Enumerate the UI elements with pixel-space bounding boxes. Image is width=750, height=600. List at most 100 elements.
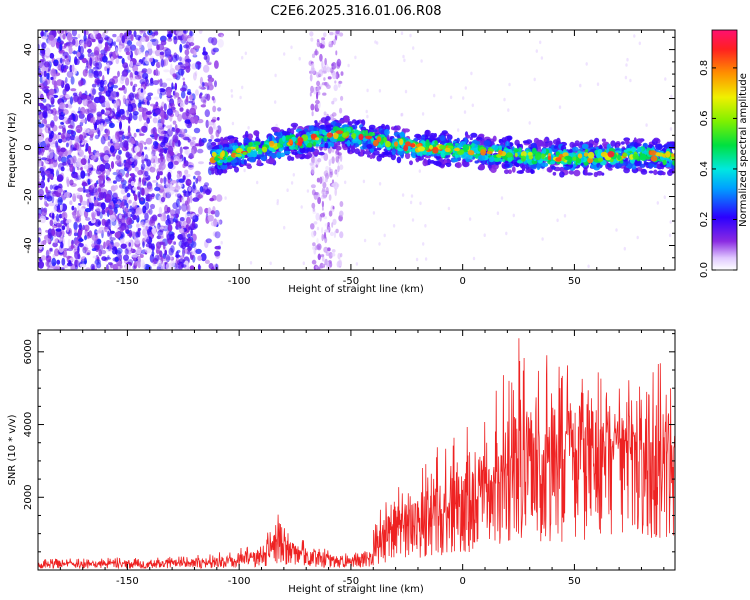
heatmap-dot <box>139 254 144 258</box>
heatmap-dot <box>44 61 50 68</box>
heatmap-dot <box>179 237 186 243</box>
heatmap-dot <box>340 71 344 76</box>
heatmap-dot <box>512 213 515 218</box>
heatmap-dot <box>210 221 217 227</box>
heatmap-dot <box>46 143 51 148</box>
heatmap-dot <box>94 182 97 188</box>
heatmap-dot <box>327 76 332 80</box>
heatmap-dot <box>131 140 136 145</box>
heatmap-dot <box>331 249 336 253</box>
heatmap-dot <box>43 105 48 113</box>
heatmap-dot <box>110 161 115 169</box>
heatmap-dot <box>215 129 220 138</box>
heatmap-dot <box>198 206 203 215</box>
heatmap-dot <box>615 228 618 232</box>
heatmap-dot <box>290 45 293 50</box>
heatmap-dot <box>46 173 54 179</box>
heatmap-dot <box>243 168 246 173</box>
heatmap-dot <box>138 114 143 122</box>
heatmap-dot <box>53 86 60 94</box>
heatmap-dot <box>62 58 66 62</box>
heatmap-dot <box>159 51 165 60</box>
heatmap-dot <box>166 89 172 97</box>
heatmap-dot <box>330 142 335 148</box>
heatmap-dot <box>152 180 158 183</box>
heatmap-dot <box>419 201 422 206</box>
heatmap-dot <box>563 214 567 218</box>
heatmap-dot <box>51 195 55 204</box>
heatmap-dot <box>49 88 55 96</box>
heatmap-dot <box>137 181 142 188</box>
heatmap-dot <box>49 52 55 59</box>
heatmap-dot <box>130 180 135 187</box>
heatmap-dot <box>141 155 145 161</box>
heatmap-dot <box>326 132 333 138</box>
heatmap-dot <box>51 228 56 237</box>
heatmap-dot <box>231 121 235 126</box>
heatmap-dot <box>193 72 197 81</box>
heatmap-dot <box>99 173 106 181</box>
heatmap-dot <box>627 144 630 149</box>
heatmap-dot <box>62 250 67 258</box>
heatmap-dot <box>204 109 210 118</box>
heatmap-dot <box>212 231 218 237</box>
heatmap-dot <box>177 139 181 147</box>
heatmap-dot <box>378 89 382 93</box>
heatmap-dot <box>645 123 648 127</box>
heatmap-dot <box>168 247 174 256</box>
heatmap-dot <box>269 261 272 266</box>
heatmap-dot <box>150 203 155 210</box>
heatmap-dot <box>319 143 326 148</box>
heatmap-dot <box>78 134 84 141</box>
heatmap-dot <box>106 180 113 184</box>
heatmap-dot <box>170 63 173 72</box>
heatmap-dot <box>138 192 141 201</box>
heatmap-dot <box>528 121 531 125</box>
heatmap-dot <box>331 100 335 105</box>
heatmap-dot <box>54 248 60 257</box>
heatmap-dot <box>160 177 163 184</box>
heatmap-dot <box>130 34 134 42</box>
heatmap-dot <box>218 169 222 176</box>
heatmap-dot <box>134 75 142 80</box>
heatmap-dot <box>397 150 404 156</box>
heatmap-dot <box>411 218 415 222</box>
heatmap-dot <box>256 180 259 185</box>
heatmap-dot <box>321 200 324 208</box>
heatmap-dot <box>175 257 180 262</box>
heatmap-dot <box>134 166 139 172</box>
heatmap-dot <box>189 31 194 37</box>
heatmap-dot <box>79 222 82 231</box>
heatmap-dot <box>140 198 144 202</box>
heatmap-dot <box>594 137 600 144</box>
heatmap-dot <box>80 94 88 100</box>
heatmap-dot <box>112 171 118 176</box>
heatmap-dot <box>180 90 186 99</box>
heatmap-dot <box>60 147 66 153</box>
heatmap-dot <box>38 123 45 128</box>
heatmap-dot <box>40 31 45 37</box>
heatmap-dot <box>167 56 171 60</box>
heatmap-dot <box>73 94 80 103</box>
heatmap-dot <box>315 265 318 269</box>
heatmap-dot <box>78 243 84 247</box>
heatmap-dot <box>411 151 416 158</box>
heatmap-dot <box>338 80 342 84</box>
heatmap-dot <box>541 148 547 154</box>
heatmap-dot <box>274 73 277 78</box>
heatmap-dot <box>97 221 101 226</box>
heatmap-dot <box>99 164 106 172</box>
heatmap-dot <box>61 212 66 217</box>
heatmap-dot <box>126 40 133 46</box>
heatmap-dot <box>105 129 110 136</box>
heatmap-dot <box>56 174 64 182</box>
heatmap-dot <box>223 146 229 151</box>
heatmap-dot <box>57 196 63 206</box>
heatmap-dot <box>329 171 333 178</box>
heatmap-dot <box>540 56 544 60</box>
heatmap-dot <box>117 55 123 59</box>
heatmap-dot <box>46 155 51 162</box>
heatmap-dot <box>74 215 82 223</box>
heatmap-dot <box>636 235 639 240</box>
heatmap-dot <box>184 149 189 155</box>
